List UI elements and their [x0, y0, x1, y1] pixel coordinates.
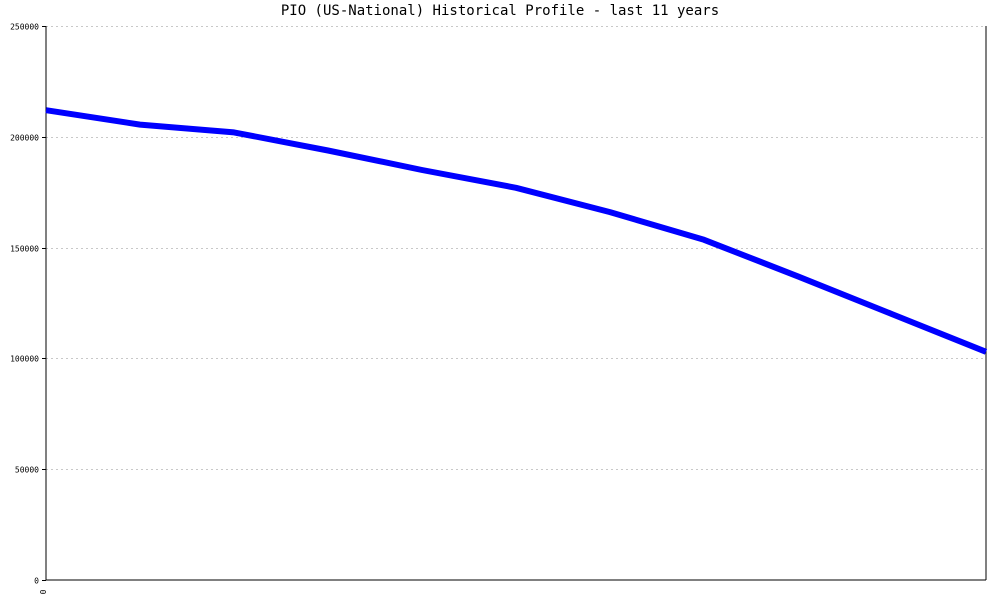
y-tick-label: 250000: [10, 23, 39, 32]
axes: [45, 26, 987, 581]
series-line: [45, 107, 988, 355]
chart-title: PIO (US-National) Historical Profile - l…: [280, 3, 720, 19]
tick-labels: 0 50000 100000 150000 200000 250000 0: [10, 23, 48, 595]
x-tick-label: 0: [39, 589, 48, 594]
y-tick-label: 100000: [10, 355, 39, 364]
grid-lines: [46, 26, 986, 470]
y-tick-label: 200000: [10, 134, 39, 143]
y-tick-label: 50000: [15, 466, 39, 475]
series-group: [45, 107, 988, 355]
y-tick-label: 0: [34, 577, 39, 586]
y-tick-label: 150000: [10, 245, 39, 254]
